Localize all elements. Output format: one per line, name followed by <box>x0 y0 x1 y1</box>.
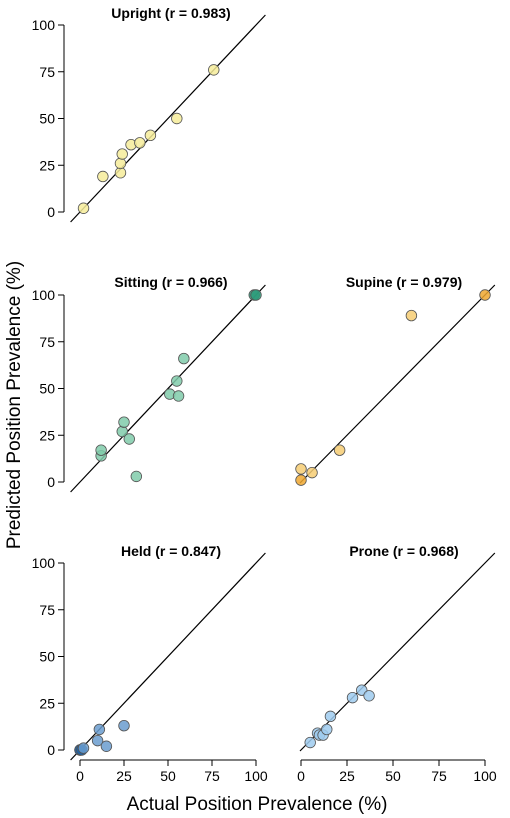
identity-line <box>299 284 496 484</box>
data-point <box>118 719 130 732</box>
data-point <box>77 202 90 214</box>
data-point <box>77 742 90 754</box>
y-tick-label: 0 <box>47 474 55 490</box>
data-point <box>97 170 109 183</box>
panel-3: Supine (r = 0.979) <box>295 274 496 486</box>
x-axis-title: Actual Position Prevalence (%) <box>127 794 388 815</box>
data-point <box>333 444 346 456</box>
data-point <box>171 112 183 125</box>
y-tick-label: 25 <box>39 157 55 173</box>
x-tick-label: 25 <box>116 768 132 784</box>
x-tick-label: 100 <box>244 768 268 784</box>
data-point <box>346 691 359 704</box>
data-point <box>172 390 185 402</box>
y-tick-label: 100 <box>32 555 56 571</box>
data-point <box>93 723 106 736</box>
panel-2: Sitting (r = 0.966) 0 25 50 75 100 <box>32 274 266 493</box>
panel-title: Held (r = 0.847) <box>121 543 221 559</box>
y-tick-label: 100 <box>32 287 56 303</box>
y-tick-label: 0 <box>47 742 55 758</box>
data-point <box>171 375 183 387</box>
data-point <box>144 129 157 142</box>
x-tick-label: 75 <box>204 768 220 784</box>
data-point <box>95 444 107 456</box>
data-point <box>134 137 146 149</box>
data-point <box>295 474 307 486</box>
data-point <box>295 463 307 475</box>
data-point <box>306 466 318 479</box>
data-point <box>178 352 190 365</box>
data-point <box>250 289 262 301</box>
x-tick-label: 50 <box>160 768 176 784</box>
x-tick-label: 50 <box>385 768 401 784</box>
x-tick-label: 0 <box>297 768 305 784</box>
y-tick-label: 0 <box>47 204 55 220</box>
y-tick-label: 25 <box>39 695 55 711</box>
x-tick-label: 0 <box>76 768 84 784</box>
y-tick-label: 50 <box>39 649 55 665</box>
data-point <box>304 736 316 749</box>
data-point <box>405 309 418 322</box>
data-point <box>208 64 220 76</box>
panel-1: Upright (r = 0.983) 0 25 50 75 100 <box>32 5 266 223</box>
y-tick-label: 75 <box>39 64 55 80</box>
panel-5: Prone (r = 0.968) 0 25 50 75 100 <box>297 543 497 784</box>
data-point <box>91 734 104 747</box>
data-point <box>118 416 130 428</box>
panel-title: Prone (r = 0.968) <box>349 543 458 559</box>
data-point <box>100 740 113 752</box>
data-point <box>324 710 337 723</box>
data-point <box>130 470 143 483</box>
y-tick-label: 50 <box>39 111 55 127</box>
data-point <box>321 723 333 736</box>
data-point <box>123 433 135 445</box>
y-tick-label: 75 <box>39 602 55 618</box>
panel-title: Upright (r = 0.983) <box>111 5 230 21</box>
data-point <box>363 690 375 702</box>
x-tick-label: 25 <box>339 768 355 784</box>
data-point <box>114 157 127 170</box>
x-tick-label: 100 <box>473 768 497 784</box>
data-point <box>116 148 128 160</box>
y-tick-label: 75 <box>39 334 55 350</box>
panel-title: Supine (r = 0.979) <box>346 274 462 290</box>
data-point <box>479 289 491 301</box>
panel-title: Sitting (r = 0.966) <box>114 274 227 290</box>
x-tick-label: 75 <box>431 768 447 784</box>
identity-line <box>70 14 266 223</box>
y-tick-label: 100 <box>32 17 56 33</box>
y-tick-label: 50 <box>39 381 55 397</box>
y-tick-label: 25 <box>39 427 55 443</box>
y-axis-title: Predicted Position Prevalence (%) <box>4 261 25 549</box>
panel-4: Held (r = 0.847) 0 25 50 75 100 0 25 50 75 100 <box>32 543 268 784</box>
